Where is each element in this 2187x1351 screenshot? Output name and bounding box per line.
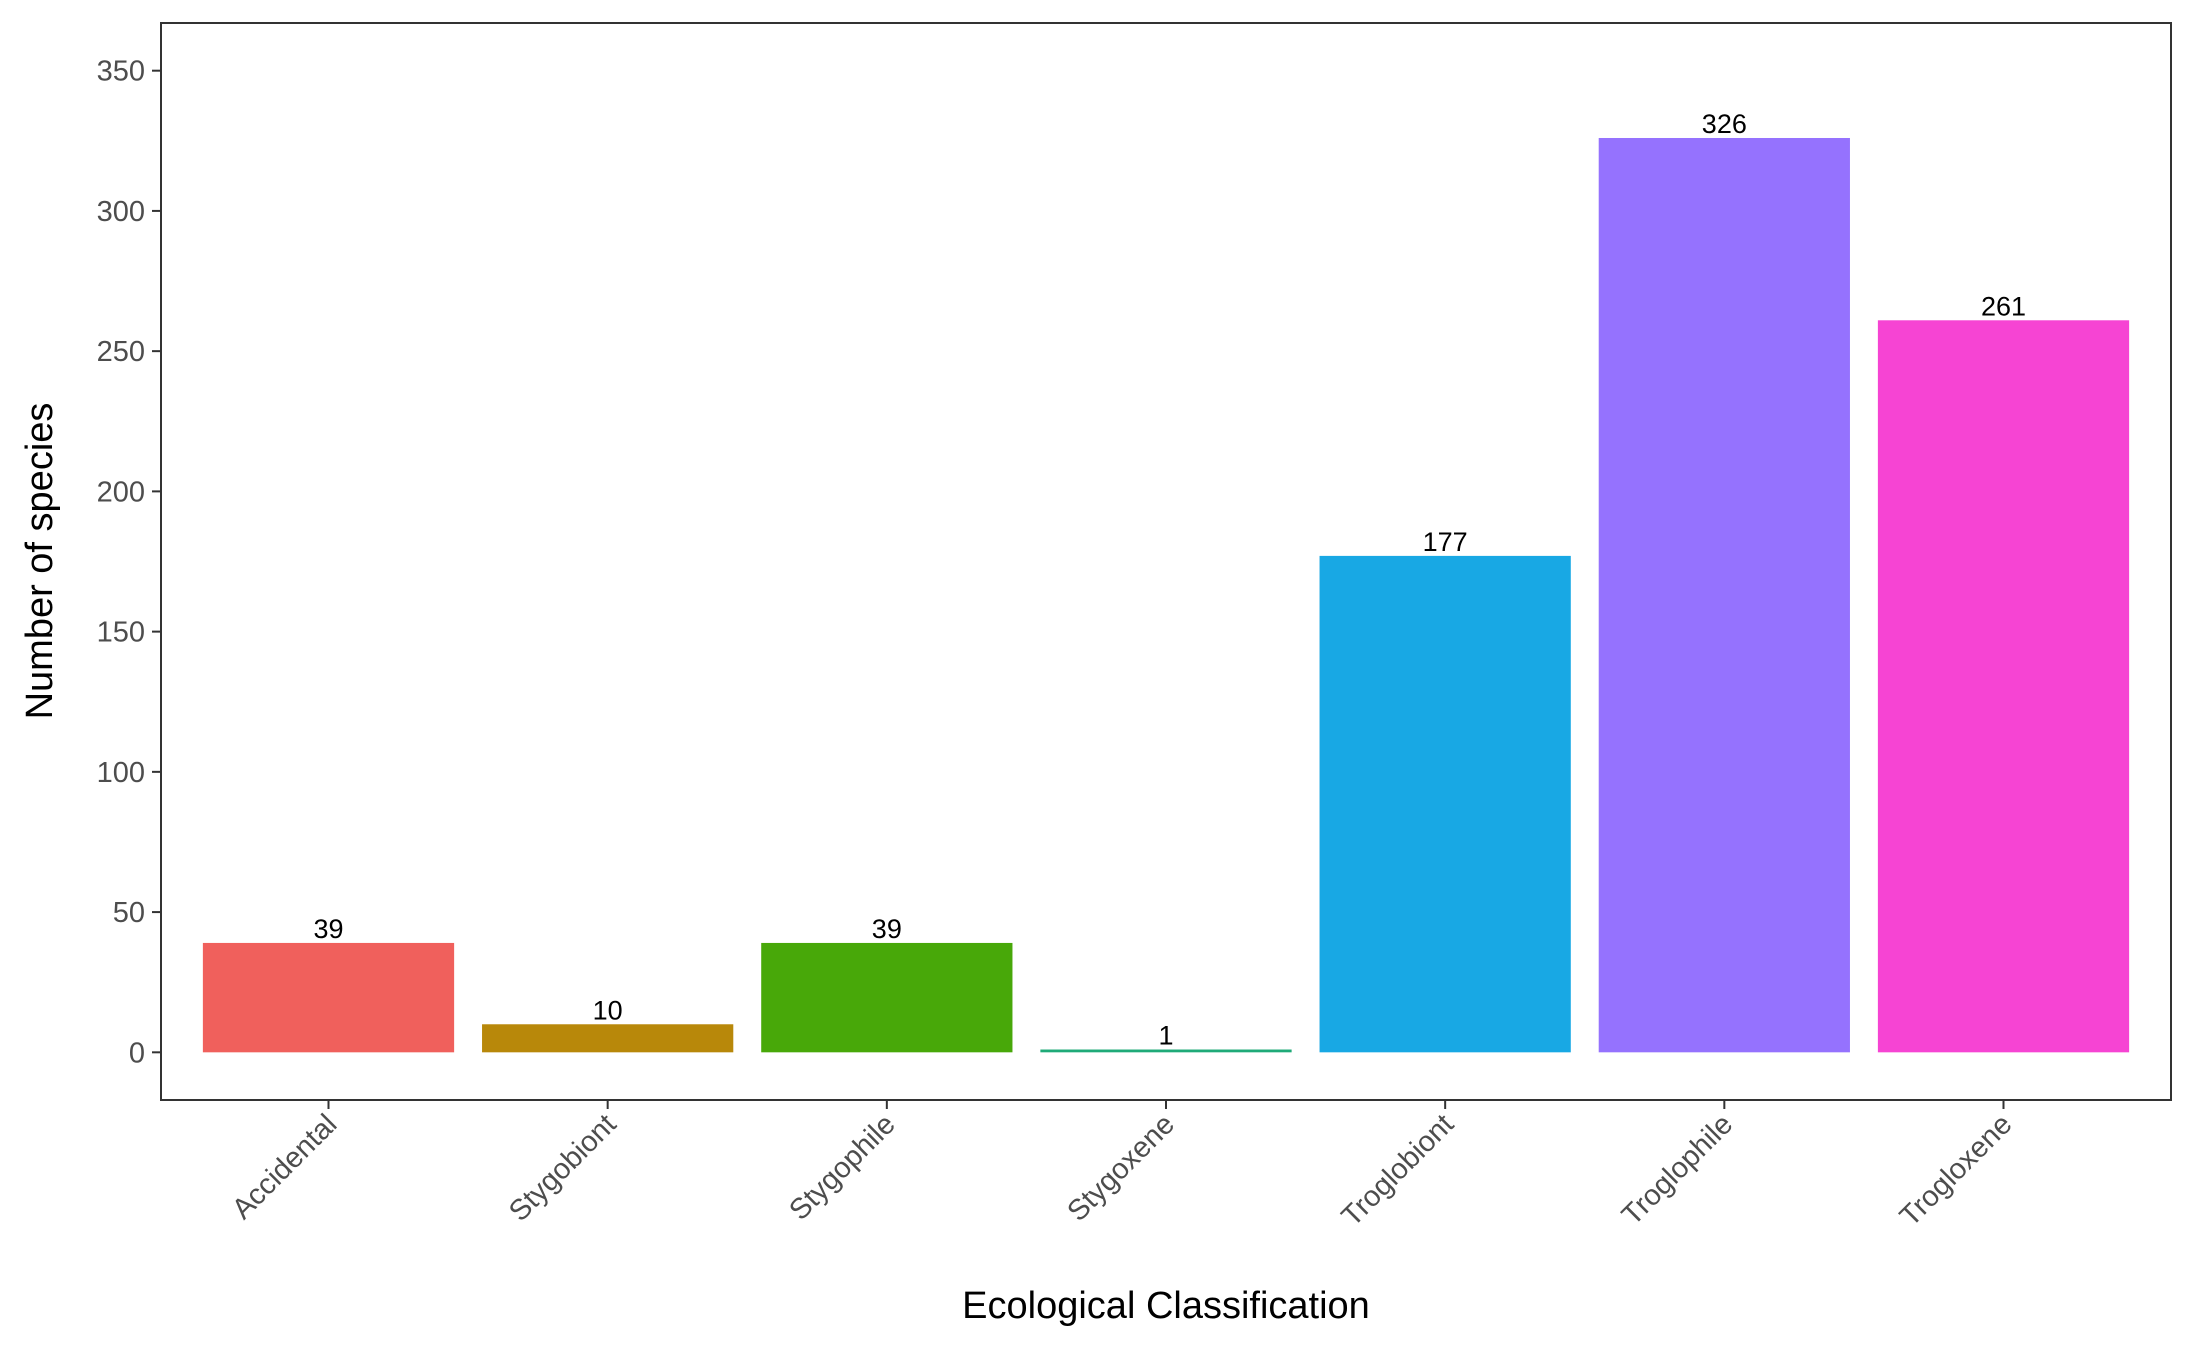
x-axis: Accidental Stygobiont Stygophile Stygoxene T… [226, 1100, 2018, 1233]
bar-value-label: 177 [1423, 527, 1468, 557]
bar [1040, 1049, 1292, 1053]
y-tick-label: 0 [129, 1037, 145, 1069]
y-tick-label: 300 [97, 196, 145, 228]
bar [1319, 555, 1571, 1053]
y-tick-label: 250 [97, 336, 145, 368]
x-tick-label: Troglobiont [1336, 1108, 1460, 1232]
bar [1598, 137, 1850, 1053]
x-tick-label: Stygobiont [503, 1108, 623, 1228]
x-tick-label: Stygoxene [1061, 1108, 1181, 1228]
y-tick-label: 200 [97, 476, 145, 508]
y-axis-title: Number of species [19, 403, 61, 720]
bar [761, 942, 1013, 1053]
bar-value-label: 39 [872, 914, 902, 944]
bar-value-label: 39 [313, 914, 343, 944]
x-tick-label: Stygophile [783, 1108, 901, 1226]
y-tick-label: 350 [97, 56, 145, 88]
y-axis: 0 50 100 150 200 250 300 350 [97, 56, 161, 1069]
bar-value-label: 1 [1158, 1021, 1173, 1051]
y-tick-label: 100 [97, 757, 145, 789]
plot-panel [160, 22, 2172, 1101]
x-tick-label: Accidental [226, 1108, 343, 1225]
bar [202, 942, 455, 1053]
bar [482, 1024, 734, 1053]
bar [1877, 320, 2130, 1053]
bar-value-label: 261 [1981, 291, 2026, 321]
y-tick-label: 50 [113, 897, 145, 929]
x-axis-title: Ecological Classification [962, 1285, 1370, 1327]
x-tick-label: Trogloxene [1894, 1108, 2018, 1232]
bars [202, 137, 2130, 1053]
y-tick-label: 150 [97, 617, 145, 649]
bar-labels: 39 10 39 1 177 326 261 [313, 109, 2026, 1051]
bar-value-label: 326 [1702, 109, 1747, 139]
bar-value-label: 10 [593, 995, 623, 1025]
x-tick-label: Troglophile [1616, 1108, 1739, 1231]
